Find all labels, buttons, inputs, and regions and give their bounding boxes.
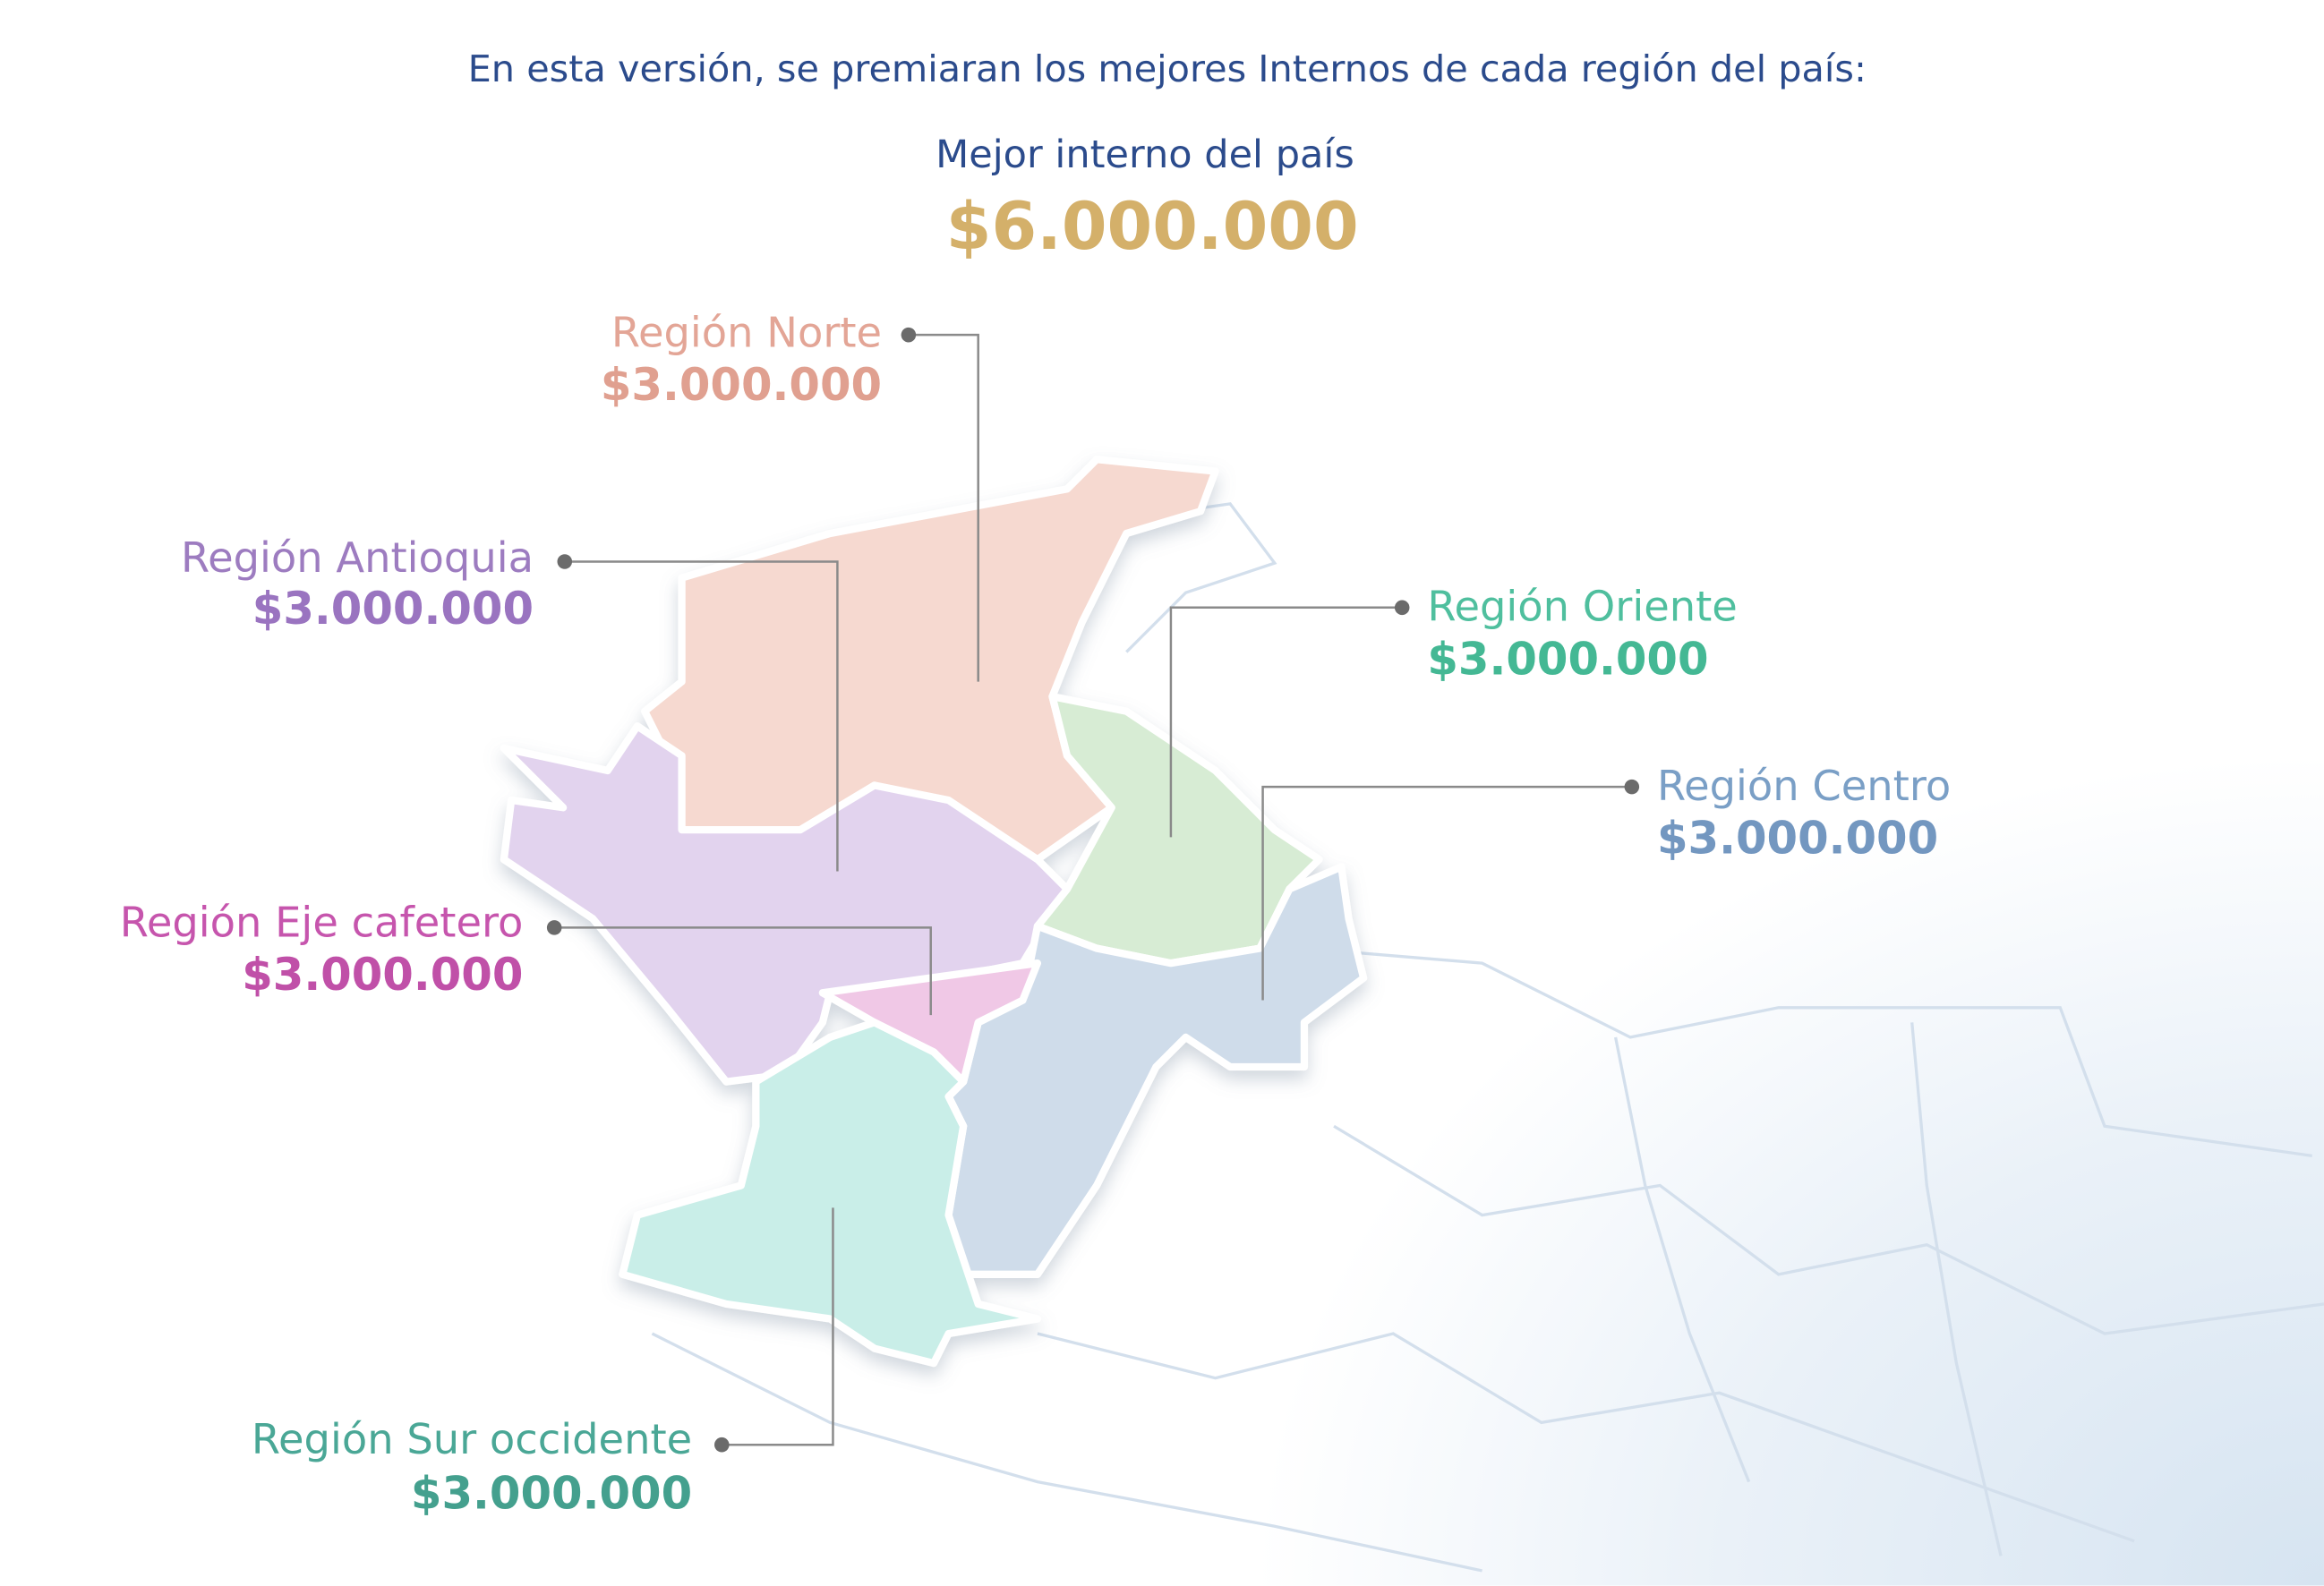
region-sur-occidente-amount: $3.000.000 [410, 1468, 693, 1521]
leader-line-sur-occidente [722, 1207, 834, 1446]
leader-dot-norte [901, 327, 917, 343]
region-oriente-name: Región Oriente [1427, 582, 1738, 632]
background-map-lines [651, 502, 2324, 1573]
region-sur-occidente-shape[interactable] [619, 1019, 1042, 1368]
region-antioquia-name: Región Antioquia [180, 533, 534, 583]
region-antioquia-amount: $3.000.000 [252, 584, 534, 636]
region-norte-name: Región Norte [611, 308, 883, 357]
region-eje-cafetero-name: Región Eje cafetero [119, 898, 524, 947]
leader-line-eje-cafetero [554, 926, 932, 1016]
leader-line-norte [908, 333, 979, 682]
region-sur-occidente-name: Región Sur occidente [251, 1415, 693, 1464]
leader-line-antioquia [564, 560, 839, 872]
leader-line-centro [1261, 785, 1632, 1001]
leader-line-oriente [1169, 606, 1403, 838]
leader-dot-sur-occidente [713, 1437, 730, 1453]
leader-dot-oriente [1394, 600, 1410, 616]
best-intern-amount: $6.000.000 [945, 189, 1359, 266]
leader-dot-eje-cafetero [546, 920, 562, 935]
leader-dot-centro [1624, 779, 1640, 795]
best-intern-label: Mejor interno del país [936, 133, 1354, 178]
region-norte-amount: $3.000.000 [600, 360, 883, 413]
region-centro-amount: $3.000.000 [1656, 813, 1939, 865]
region-oriente-amount: $3.000.000 [1427, 634, 1709, 686]
leader-dots [546, 327, 1640, 1453]
region-eje-cafetero-amount: $3.000.000 [242, 950, 524, 1002]
intro-text: En esta versión, se premiaran los mejore… [467, 47, 1867, 90]
region-centro-name: Región Centro [1656, 761, 1952, 811]
leader-dot-antioquia [557, 554, 573, 569]
leader-lines [554, 333, 1632, 1446]
